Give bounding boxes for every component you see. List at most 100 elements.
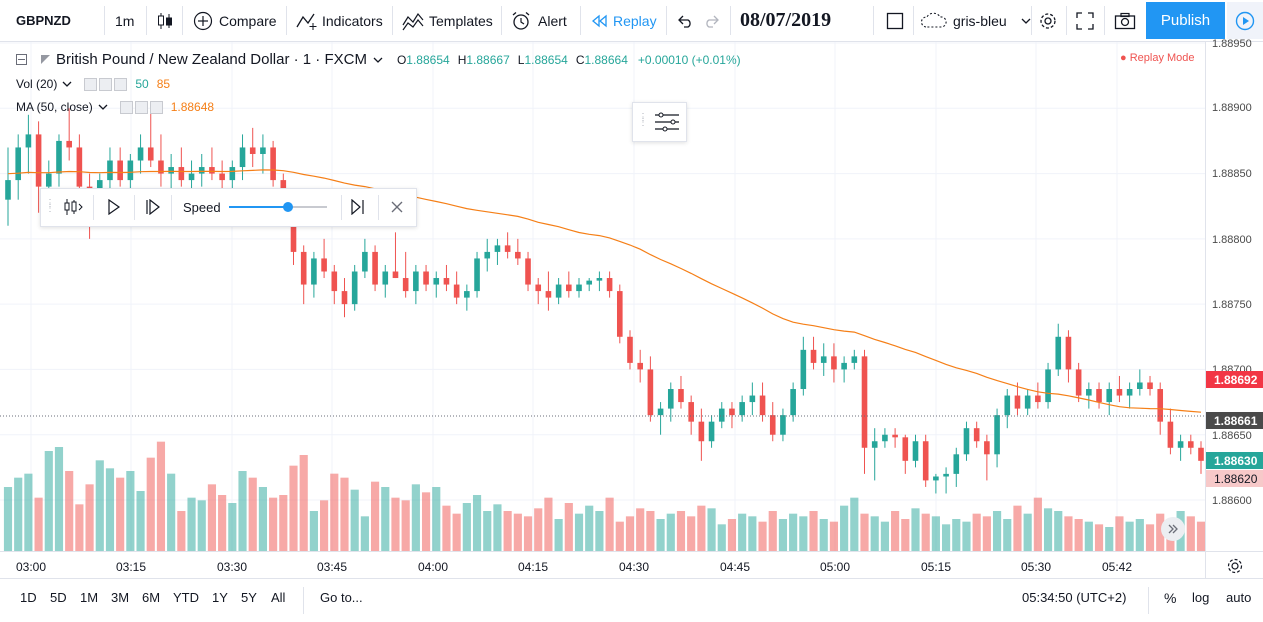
flag-icon[interactable] <box>41 55 50 64</box>
replay-button[interactable]: Replay <box>591 0 657 41</box>
range-5y[interactable]: 5Y <box>241 590 257 605</box>
jump-to-realtime-icon[interactable] <box>350 199 366 215</box>
percent-toggle[interactable]: % <box>1164 590 1177 606</box>
candle-body <box>566 284 572 292</box>
volume-bar <box>85 484 94 551</box>
chart-style-button[interactable] <box>156 0 174 41</box>
publish-label: Publish <box>1160 12 1211 29</box>
plus-circle-icon <box>193 11 213 30</box>
settings-icon[interactable] <box>134 100 148 114</box>
speed-slider-knob[interactable] <box>282 202 293 212</box>
candle-body <box>127 160 134 181</box>
step-forward-icon[interactable] <box>145 199 161 215</box>
theme-dropdown[interactable]: gris-bleu <box>920 0 1031 41</box>
speed-slider-track[interactable] <box>229 202 327 212</box>
volume-bar <box>54 447 64 551</box>
templates-button[interactable]: Templates <box>402 0 493 41</box>
compare-button[interactable]: Compare <box>193 0 277 41</box>
volume-bar <box>126 471 135 551</box>
range-5d[interactable]: 5D <box>50 590 67 605</box>
collapse-icon[interactable] <box>16 54 27 65</box>
visibility-icon[interactable] <box>84 77 98 91</box>
fullscreen-button[interactable] <box>1076 0 1094 41</box>
volume-bar <box>901 519 910 551</box>
price-axis[interactable] <box>1205 42 1263 551</box>
goto-button[interactable]: Go to... <box>320 590 363 605</box>
range-ytd[interactable]: YTD <box>173 590 199 605</box>
replay-date-field[interactable]: 08/07/2019 <box>740 0 831 41</box>
chevron-down-icon[interactable] <box>62 80 72 88</box>
candle-body <box>270 147 276 181</box>
range-6m[interactable]: 6M <box>142 590 161 605</box>
log-toggle[interactable]: log <box>1192 590 1210 605</box>
volume-bar <box>14 477 23 551</box>
separator <box>104 6 105 35</box>
time-tick: 04:45 <box>719 560 751 574</box>
separator <box>171 195 172 220</box>
candle-body <box>1086 389 1092 396</box>
time-axis[interactable]: 03:00 03:15 03:30 03:45 04:00 04:15 04:3… <box>0 551 1205 579</box>
auto-toggle[interactable]: auto <box>1226 590 1252 605</box>
volume-bar <box>207 484 217 551</box>
volume-bar <box>146 457 155 551</box>
price-tick: 1.88850 <box>1212 168 1252 180</box>
range-all[interactable]: All <box>271 590 286 605</box>
interval-button[interactable]: 1m <box>115 0 134 41</box>
separator <box>134 195 135 220</box>
select-bar-icon[interactable] <box>63 198 85 216</box>
close-icon[interactable] <box>149 100 163 114</box>
volume-bar <box>269 497 278 551</box>
range-1m[interactable]: 1M <box>80 590 99 605</box>
candle-body <box>15 147 22 181</box>
range-1d[interactable]: 1D <box>20 590 37 605</box>
symbol-search[interactable]: GBPNZD <box>16 0 71 41</box>
chevron-down-icon[interactable] <box>373 56 383 64</box>
close-icon[interactable] <box>390 200 404 214</box>
volume-bar <box>676 511 686 551</box>
volume-bar <box>1196 521 1205 551</box>
volume-bar <box>595 511 604 551</box>
volume-bar <box>789 513 798 551</box>
chart-pane[interactable] <box>0 42 1205 551</box>
axis-settings-button[interactable] <box>1205 551 1263 579</box>
volume-bar <box>942 524 951 551</box>
volume-bar <box>167 473 176 551</box>
volume-bar <box>799 516 808 551</box>
volume-bar <box>95 460 104 551</box>
volume-bar <box>1156 513 1165 551</box>
ma-value: 1.88648 <box>170 100 215 114</box>
range-3m[interactable]: 3M <box>111 590 130 605</box>
volume-bar <box>778 519 788 551</box>
drag-handle-icon[interactable]: ⋮ ⋮ <box>45 198 55 214</box>
volume-bar <box>544 497 553 551</box>
publish-button[interactable]: Publish <box>1146 2 1225 39</box>
volume-bar <box>421 492 431 551</box>
volume-bar <box>891 511 900 551</box>
redo-button[interactable] <box>704 0 720 41</box>
indicators-button[interactable]: Indicators <box>296 0 383 41</box>
candle-body <box>168 167 174 174</box>
undo-button[interactable] <box>677 0 693 41</box>
settings-button[interactable] <box>1038 0 1058 41</box>
snapshot-button[interactable] <box>1114 0 1136 41</box>
chevron-down-icon[interactable] <box>98 103 108 111</box>
visibility-icon[interactable] <box>119 100 133 114</box>
candle-body <box>392 271 399 279</box>
fullscreen-select-button[interactable] <box>886 0 904 41</box>
range-1y[interactable]: 1Y <box>212 590 228 605</box>
candle-body <box>943 473 949 477</box>
settings-icon[interactable] <box>99 77 113 91</box>
volume-bar <box>238 471 247 551</box>
candle-body <box>504 245 511 252</box>
close-icon[interactable] <box>114 77 128 91</box>
candle-body <box>351 271 358 305</box>
clock[interactable]: 05:34:50 (UTC+2) <box>1022 590 1127 605</box>
ohlc-low: L1.88654 <box>517 52 568 67</box>
drag-handle-icon[interactable]: ⋮ ⋮ <box>638 112 648 128</box>
scroll-to-realtime-button[interactable] <box>1161 517 1185 541</box>
alert-button[interactable]: Alert <box>511 0 567 41</box>
play-button[interactable] <box>1227 2 1263 39</box>
object-tree-button[interactable]: ⋮ ⋮ <box>632 102 687 142</box>
play-icon[interactable] <box>107 199 121 215</box>
separator <box>1031 6 1032 35</box>
